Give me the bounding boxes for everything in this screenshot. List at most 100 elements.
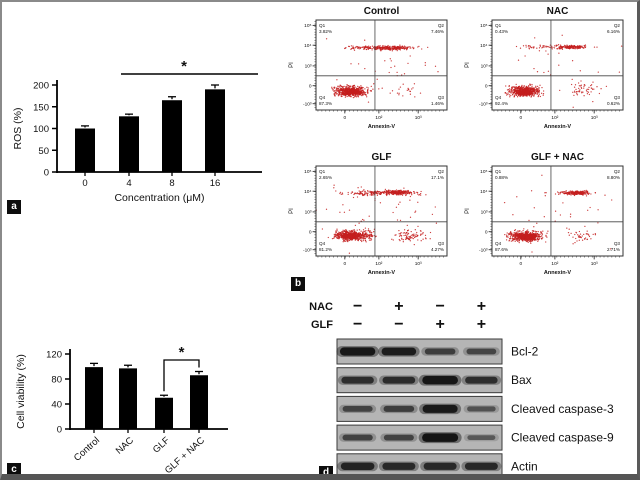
blot-strip bbox=[336, 453, 503, 474]
plot-frame bbox=[315, 19, 448, 111]
scatter-dots bbox=[325, 38, 439, 103]
quadrant-q3-percent: 0.62% bbox=[607, 101, 620, 106]
significance-bracket bbox=[163, 359, 200, 392]
x-axis-title: Annexin-V bbox=[368, 124, 396, 130]
scatter-dots bbox=[504, 34, 623, 108]
y-tick-label: 10⁵ bbox=[304, 169, 311, 175]
y-tick-label: 10³ bbox=[481, 210, 488, 216]
y-tick-label: 10⁵ bbox=[480, 169, 487, 175]
quadrant-q3-percent: 4.27% bbox=[431, 247, 444, 252]
plot-frame bbox=[491, 19, 624, 111]
blot-band bbox=[382, 376, 416, 384]
quadrant-q4-percent: 81.2% bbox=[319, 247, 332, 252]
condition-sign: − bbox=[353, 298, 362, 315]
significance-star: * bbox=[181, 58, 187, 75]
condition-label: GLF bbox=[311, 319, 333, 331]
condition-sign: − bbox=[435, 298, 444, 315]
bar bbox=[155, 397, 173, 429]
bar bbox=[119, 368, 137, 429]
blot-row-label: Bcl-2 bbox=[511, 345, 539, 359]
x-tick-label: 10³ bbox=[415, 261, 422, 267]
condition-sign: − bbox=[394, 316, 403, 333]
x-tick-label: 10³ bbox=[415, 115, 422, 121]
y-tick-label: 0 bbox=[309, 230, 312, 236]
blot-band bbox=[342, 406, 373, 412]
scatter-dots bbox=[503, 174, 613, 253]
quadrant-q4-label: Q4 bbox=[495, 95, 502, 100]
x-tick-label: 10² bbox=[551, 115, 558, 121]
quadrant-q1-label: Q1 bbox=[319, 169, 326, 174]
quadrant-q1-percent: 0.43% bbox=[495, 29, 508, 34]
quadrant-q2-label: Q2 bbox=[438, 169, 445, 174]
y-tick-label: 50 bbox=[38, 146, 49, 157]
condition-sign: + bbox=[394, 298, 403, 315]
flow-plot-control: Control 10⁵ 10⁴ 10³ 0 -10³ 0 10² 10³ Q1 3.82% Q2 7.4… bbox=[285, 4, 461, 150]
y-tick-label: 40 bbox=[51, 400, 62, 411]
plot-frame bbox=[315, 165, 448, 257]
y-axis-title: PI bbox=[465, 62, 471, 68]
blot-band bbox=[423, 462, 457, 470]
y-tick-label: 0 bbox=[485, 84, 488, 90]
quadrant-q2-label: Q2 bbox=[614, 23, 621, 28]
quadrant-q2-percent: 17.1% bbox=[431, 175, 444, 180]
condition-sign: − bbox=[353, 316, 362, 333]
y-tick-label: 120 bbox=[46, 350, 62, 361]
flow-plot-title: NAC bbox=[547, 6, 569, 17]
x-axis-title: Annexin-V bbox=[368, 270, 396, 276]
quadrant-q1-label: Q1 bbox=[495, 23, 502, 28]
quadrant-q2-percent: 7.46% bbox=[431, 29, 444, 34]
y-axis-title: Cell viability (%) bbox=[15, 354, 27, 429]
panel-d-western-blot: NAC − + − + GLF − − + + Bcl-2 Bax Cleaved caspase-3 C… bbox=[299, 294, 637, 474]
panel-label-a: a bbox=[7, 200, 21, 214]
x-tick-label: 0 bbox=[519, 115, 522, 121]
x-tick-label: Control bbox=[72, 435, 102, 464]
panel-c-viability-bar-chart: 0 40 80 120 Control NAC GLF GLF + NAC Cell viabi… bbox=[6, 332, 270, 474]
blot-band bbox=[339, 347, 376, 356]
condition-sign: + bbox=[477, 316, 486, 333]
y-tick-label: 10⁴ bbox=[480, 43, 487, 49]
bar bbox=[205, 89, 225, 172]
ros-chart: 0 50 100 150 200 0 4 8 16 Concentration (μM) ROS (… bbox=[12, 58, 262, 204]
quadrant-q4-percent: 87.3% bbox=[319, 101, 332, 106]
x-tick-label: 10² bbox=[375, 115, 382, 121]
y-axis-title: PI bbox=[289, 62, 295, 68]
blot-band bbox=[422, 433, 459, 442]
quadrant-q1-percent: 3.82% bbox=[319, 29, 332, 34]
flow-plot-title: Control bbox=[364, 6, 400, 17]
x-tick-label: NAC bbox=[114, 435, 136, 457]
quadrant-q2-percent: 8.80% bbox=[607, 175, 620, 180]
condition-label: NAC bbox=[309, 301, 333, 313]
flow-plot-glf: GLF 10⁵ 10⁴ 10³ 0 -10³ 0 10² 10³ Q1 2.65% Q2 17.1% Q4… bbox=[285, 150, 461, 296]
flow-plot-title: GLF + NAC bbox=[531, 152, 584, 163]
y-tick-label: -10³ bbox=[479, 248, 488, 254]
blot-band bbox=[383, 434, 414, 441]
y-axis-title: PI bbox=[465, 208, 471, 214]
blot-band bbox=[340, 462, 375, 470]
y-tick-label: 0 bbox=[485, 230, 488, 236]
y-tick-label: 10⁵ bbox=[304, 23, 311, 29]
bar bbox=[190, 375, 208, 429]
blot-band bbox=[465, 376, 498, 384]
x-tick-label: 0 bbox=[519, 261, 522, 267]
significance-star: * bbox=[179, 344, 185, 361]
blot-band bbox=[464, 462, 498, 470]
y-tick-label: 0 bbox=[44, 168, 49, 179]
blot-row-label: Actin bbox=[511, 459, 538, 473]
quadrant-q3-percent: 1.46% bbox=[431, 101, 444, 106]
blot-band bbox=[383, 405, 415, 412]
panel-label-d: d bbox=[319, 466, 333, 474]
quadrant-q2-label: Q2 bbox=[438, 23, 445, 28]
y-tick-label: 0 bbox=[57, 425, 62, 436]
quadrant-q4-percent: 92.4% bbox=[495, 101, 508, 106]
blot-band bbox=[381, 347, 417, 356]
blot-band bbox=[341, 376, 374, 384]
blot-band bbox=[422, 404, 458, 413]
x-tick-label: 10³ bbox=[591, 115, 598, 121]
quadrant-q1-percent: 0.88% bbox=[495, 175, 508, 180]
x-tick-label: 0 bbox=[82, 178, 87, 189]
y-tick-label: 0 bbox=[309, 84, 312, 90]
condition-sign: + bbox=[435, 316, 444, 333]
blot-band bbox=[466, 348, 497, 355]
